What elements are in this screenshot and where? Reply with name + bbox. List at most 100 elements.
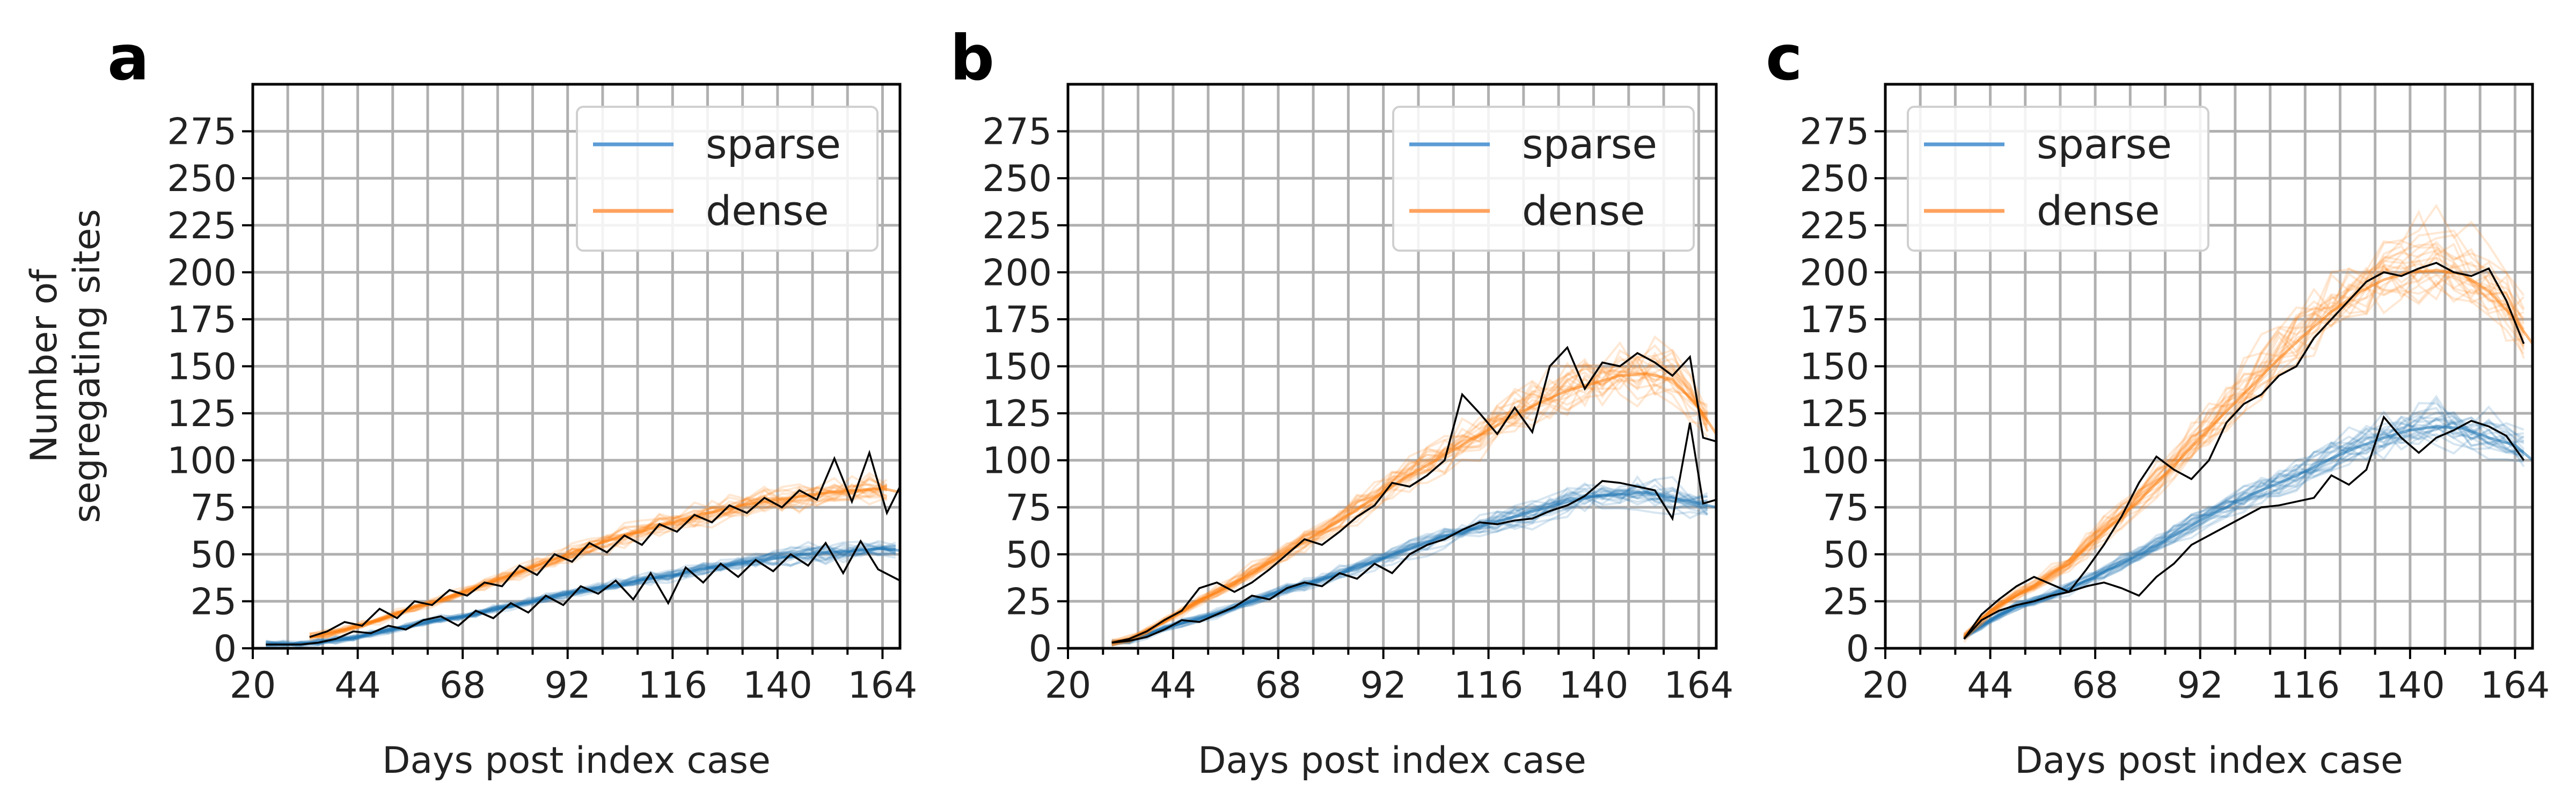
y-tick-label: 200: [982, 252, 1052, 294]
replicate-line-dense: [309, 483, 887, 640]
y-tick-label: 75: [1823, 487, 1869, 529]
y-tick-label: 50: [190, 534, 237, 576]
replicate-line-sparse: [1963, 418, 2525, 641]
replicate-line-sparse: [1963, 423, 2524, 639]
y-tick-label: 50: [1823, 534, 1869, 576]
replicate-line-dense: [1963, 252, 2525, 639]
x-tick-label: 68: [2072, 664, 2119, 707]
legend-label-dense: dense: [2037, 187, 2160, 235]
replicate-line-sparse: [1963, 402, 2524, 638]
y-tick-label: 150: [1799, 346, 1869, 389]
legend-label-sparse: sparse: [706, 120, 841, 168]
x-tick-label: 140: [2375, 664, 2445, 707]
y-tick-label: 25: [1823, 581, 1869, 623]
x-tick-label: 20: [230, 664, 276, 707]
series-line-sparse: [1963, 425, 2533, 639]
y-tick-label: 0: [1846, 628, 1869, 670]
y-tick-label: 100: [167, 440, 237, 482]
replicate-line-dense: [1111, 362, 1709, 643]
replicate-line-dense: [1111, 349, 1709, 645]
series-group: [1111, 335, 1716, 647]
x-tick-label: 92: [544, 664, 591, 707]
replicate-line-sparse: [1111, 489, 1708, 645]
replicate-line-dense: [1963, 233, 2525, 639]
series-line-dense: [1111, 372, 1716, 644]
y-tick-label: 75: [1005, 487, 1052, 529]
replicate-line-sparse: [1963, 414, 2524, 638]
replicate-line-sparse: [1963, 398, 2524, 638]
replicate-line-dense: [1963, 203, 2525, 637]
replicate-line-dense: [1111, 365, 1709, 645]
y-tick-label: 275: [982, 111, 1052, 153]
x-tick-label: 44: [1150, 664, 1197, 707]
replicate-line-dense: [1111, 357, 1709, 643]
y-tick-label: 250: [1799, 158, 1869, 200]
y-tick-label: 100: [1799, 440, 1869, 482]
replicate-line-dense: [1963, 258, 2525, 639]
replicate-line-sparse: [1963, 421, 2524, 638]
replicate-line-dense: [1963, 261, 2525, 643]
y-tick-label: 175: [167, 299, 237, 341]
y-tick-label: 225: [167, 205, 237, 247]
replicate-line-sparse: [1963, 422, 2524, 639]
x-tick-label: 116: [638, 664, 707, 707]
replicate-line-dense: [1963, 274, 2524, 636]
y-tick-label: 0: [214, 628, 237, 670]
replicate-line-dense: [1963, 243, 2525, 635]
y-axis-label: Number ofsegregating sites: [23, 209, 108, 523]
series-group: [265, 450, 900, 648]
x-tick-label: 92: [2177, 664, 2223, 707]
replicate-line-dense: [1963, 229, 2525, 638]
legend-label-sparse: sparse: [2037, 120, 2172, 168]
replicate-line-sparse: [266, 546, 896, 645]
y-tick-label: 275: [1799, 111, 1869, 153]
replicate-line-sparse: [1111, 484, 1708, 647]
observed-line: [1111, 346, 1716, 644]
replicate-line-dense: [1111, 335, 1709, 647]
x-tick-label: 116: [2270, 664, 2340, 707]
x-tick-label: 164: [848, 664, 918, 707]
series-line-sparse: [1111, 491, 1716, 644]
x-tick-label: 140: [1559, 664, 1629, 707]
x-tick-label: 164: [1664, 664, 1733, 707]
observed-line: [1963, 261, 2525, 640]
replicate-line-sparse: [1963, 411, 2525, 639]
replicate-line-dense: [1963, 209, 2525, 635]
replicate-line-dense: [1963, 257, 2525, 638]
replicate-line-dense: [1111, 377, 1708, 647]
legend: sparse dense: [1907, 106, 2209, 252]
y-tick-label: 150: [167, 346, 237, 389]
replicate-line-sparse: [1963, 407, 2524, 640]
y-tick-label: 225: [1799, 205, 1869, 247]
y-tick-label: 50: [1005, 534, 1052, 576]
y-tick-label: 75: [190, 487, 237, 529]
replicate-line-sparse: [1963, 421, 2525, 638]
observed-line: [1963, 415, 2525, 640]
replicate-line-dense: [1111, 360, 1708, 643]
y-tick-label: 125: [982, 393, 1052, 435]
y-tick-label: 225: [982, 205, 1052, 247]
series-line-dense: [1963, 269, 2533, 638]
replicate-line-sparse: [266, 548, 896, 646]
x-tick-label: 140: [743, 664, 813, 707]
y-tick-label: 200: [1799, 252, 1869, 294]
y-tick-label: 100: [982, 440, 1052, 482]
y-tick-label: 275: [167, 111, 237, 153]
replicate-line-dense: [1111, 377, 1709, 643]
replicate-line-dense: [1963, 279, 2525, 640]
observed-line: [1111, 422, 1716, 644]
x-tick-label: 20: [1045, 664, 1092, 707]
replicate-line-sparse: [1963, 420, 2524, 638]
y-tick-label: 175: [1799, 299, 1869, 341]
x-tick-label: 44: [1967, 664, 2014, 707]
x-axis-label: Days post index case: [2015, 740, 2403, 782]
legend-label-sparse: sparse: [1522, 120, 1657, 168]
x-tick-label: 164: [2480, 664, 2550, 707]
replicate-line-sparse: [1963, 414, 2524, 640]
y-tick-label: 25: [1005, 581, 1052, 623]
series-group: [1963, 203, 2533, 643]
replicate-line-sparse: [1963, 432, 2524, 639]
y-tick-label: 175: [982, 299, 1052, 341]
y-tick-label: 25: [190, 581, 237, 623]
